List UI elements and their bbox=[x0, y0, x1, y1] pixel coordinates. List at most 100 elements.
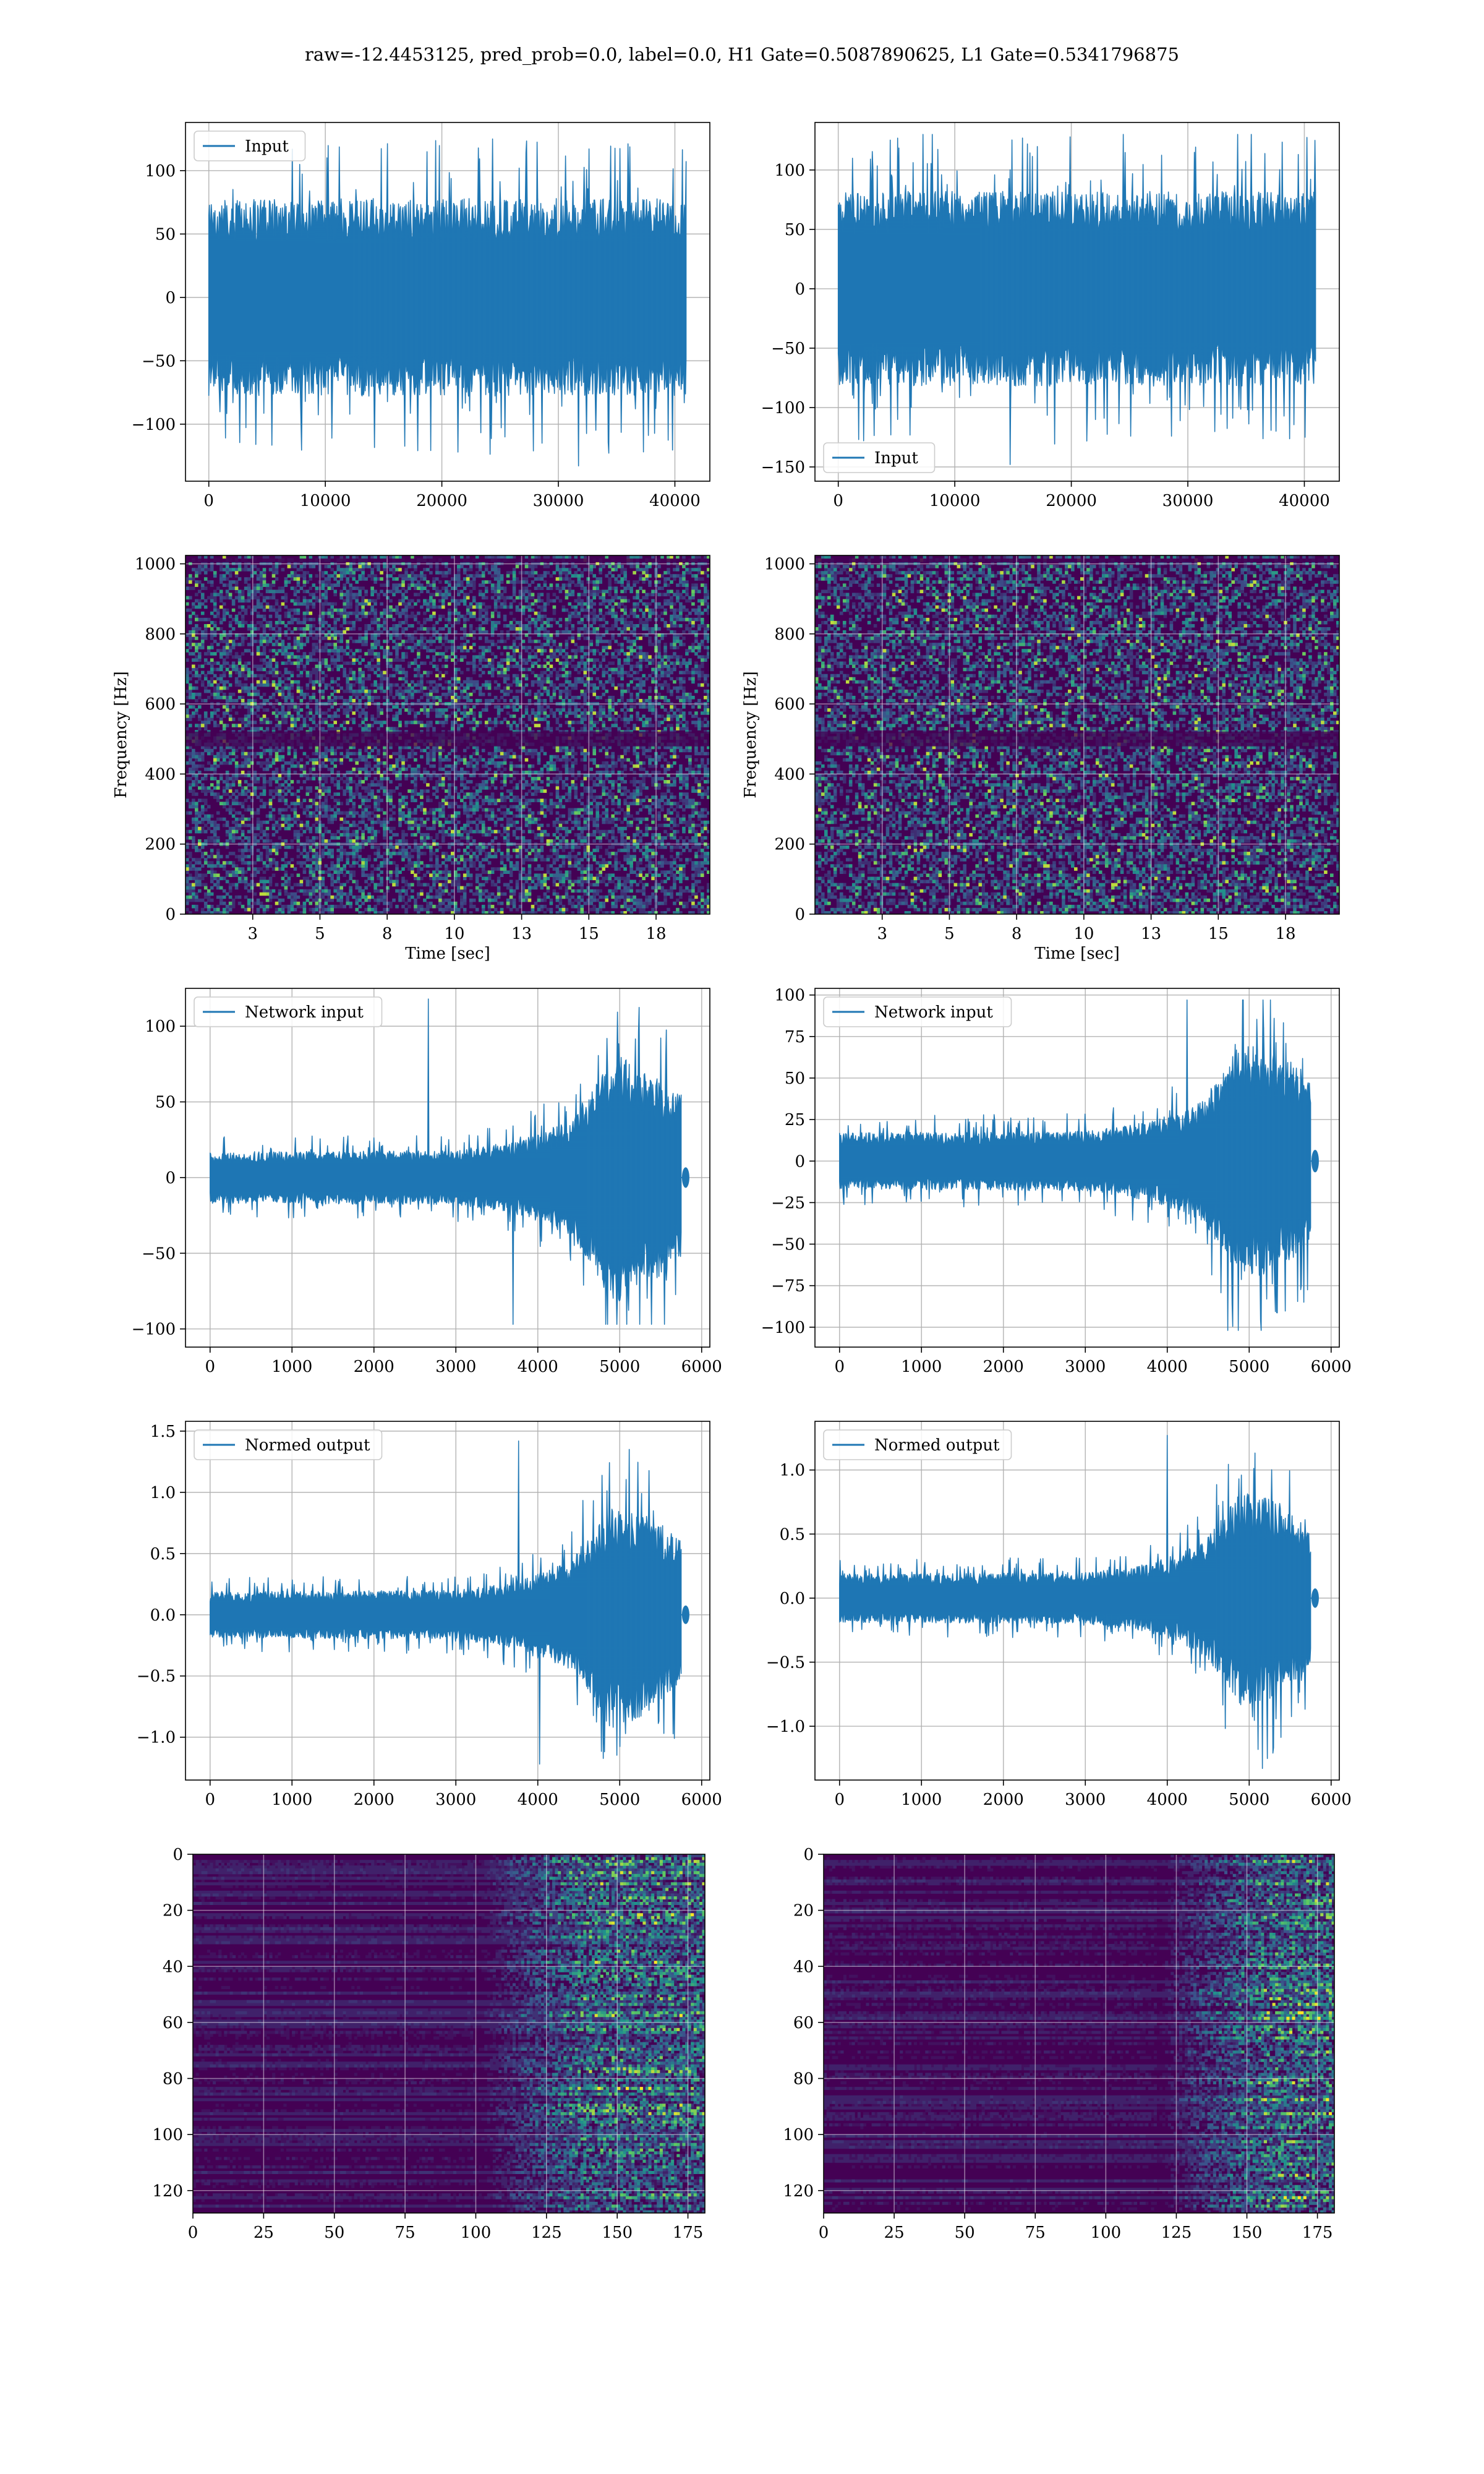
heatmap-cells bbox=[1263, 1860, 1332, 2199]
y-tick-label: 0 bbox=[795, 1152, 805, 1171]
axes-frame bbox=[814, 1421, 1340, 1781]
x-tick-label: 8 bbox=[382, 925, 393, 943]
y-tick-label: 80 bbox=[163, 2070, 183, 2089]
axis-ticks: 0 25 50 75 100 125 150 175 0 20 40 60 80 100 120 bbox=[783, 1846, 1333, 2242]
y-tick-label: 100 bbox=[152, 2126, 183, 2144]
x-tick-label: 1000 bbox=[901, 1791, 942, 1809]
series-line-detail bbox=[838, 134, 1315, 465]
y-tick-label: 100 bbox=[145, 162, 176, 181]
x-tick-label: 75 bbox=[395, 2224, 416, 2242]
legend-entry: Input bbox=[245, 137, 289, 156]
x-tick-label: 5 bbox=[944, 925, 955, 943]
y-tick-label: 0.0 bbox=[150, 1606, 176, 1625]
heatmap-cells bbox=[193, 1854, 705, 2213]
x-tick-label: 6000 bbox=[681, 1791, 722, 1809]
x-tick-label: 4000 bbox=[518, 1791, 558, 1809]
heatmap-cells bbox=[501, 1854, 705, 2213]
y-tick-label: 25 bbox=[785, 1111, 805, 1129]
x-axis-label: Time [sec] bbox=[405, 944, 490, 963]
x-tick-label: 0 bbox=[203, 492, 214, 510]
x-tick-label: 4000 bbox=[1147, 1791, 1188, 1809]
x-tick-label: 1000 bbox=[271, 1358, 312, 1376]
y-tick-label: 0 bbox=[795, 905, 805, 924]
x-tick-label: 50 bbox=[324, 2224, 344, 2242]
y-tick-label: −0.5 bbox=[766, 1653, 805, 1672]
grid-lines bbox=[815, 555, 1339, 914]
y-tick-label: 0 bbox=[795, 280, 805, 299]
heatmap-cells bbox=[490, 1854, 705, 2213]
plot-area bbox=[815, 122, 1339, 481]
x-tick-label: 3 bbox=[877, 925, 887, 943]
x-axis-label: Time [sec] bbox=[1034, 944, 1120, 963]
grid-lines bbox=[186, 555, 710, 914]
x-tick-label: 13 bbox=[1141, 925, 1161, 943]
series-line-detail bbox=[208, 140, 686, 466]
y-tick-label: 1.5 bbox=[150, 1423, 176, 1441]
grid-lines bbox=[193, 1854, 705, 2213]
legend: Network input bbox=[194, 996, 383, 1027]
legend-entry: Network input bbox=[874, 1003, 993, 1022]
plot-area bbox=[824, 1854, 1334, 2213]
plot-area bbox=[186, 122, 710, 481]
y-tick-label: 200 bbox=[145, 836, 176, 854]
x-tick-label: 15 bbox=[1208, 925, 1229, 943]
y-tick-label: −75 bbox=[771, 1277, 805, 1296]
heatmap-cells bbox=[506, 1854, 705, 2213]
heatmap-cells bbox=[1216, 1860, 1334, 2208]
x-tick-label: 50 bbox=[955, 2224, 975, 2242]
x-tick-label: 10000 bbox=[929, 492, 981, 510]
axes-frame bbox=[185, 988, 710, 1348]
heatmap-cells bbox=[1199, 1854, 1334, 2213]
x-tick-label: 0 bbox=[188, 2224, 198, 2242]
axis-ticks: 0 25 50 75 100 125 150 175 0 20 40 60 80 100 120 bbox=[152, 1846, 703, 2242]
heatmap-cells bbox=[824, 1854, 1334, 2213]
heatmap-cells bbox=[549, 1857, 705, 2208]
x-tick-label: 5000 bbox=[599, 1791, 640, 1809]
y-tick-label: 60 bbox=[163, 2014, 183, 2032]
x-tick-label: 10000 bbox=[300, 492, 351, 510]
heatmap-cells bbox=[578, 1860, 705, 2115]
y-tick-label: 20 bbox=[163, 1902, 183, 1920]
x-tick-label: 2000 bbox=[354, 1358, 394, 1376]
x-tick-label: 15 bbox=[579, 925, 599, 943]
axes-frame bbox=[185, 555, 710, 915]
x-tick-label: 0 bbox=[834, 1791, 845, 1809]
axes-frame bbox=[814, 988, 1340, 1348]
series-line-detail bbox=[839, 999, 1310, 1331]
x-tick-label: 175 bbox=[1302, 2224, 1333, 2242]
heatmap-cells bbox=[546, 1857, 705, 2211]
y-tick-label: −50 bbox=[142, 1244, 176, 1263]
legend-box bbox=[823, 1429, 1012, 1460]
plot-area bbox=[186, 555, 710, 914]
axis-ticks: 0 1000 2000 3000 4000 5000 6000 −1.0 −0.5 0.0 0.5 1… bbox=[137, 1423, 722, 1809]
legend-entry: Input bbox=[874, 449, 918, 468]
heatmap-cells bbox=[824, 1854, 1334, 2213]
x-tick-label: 0 bbox=[205, 1791, 215, 1809]
y-tick-label: 800 bbox=[774, 625, 805, 644]
x-tick-label: 4000 bbox=[518, 1358, 558, 1376]
x-tick-label: 10 bbox=[444, 925, 464, 943]
x-tick-label: 30000 bbox=[533, 492, 584, 510]
x-tick-label: 150 bbox=[1232, 2224, 1263, 2242]
y-tick-label: 400 bbox=[145, 765, 176, 784]
series-line-detail bbox=[210, 1449, 681, 1759]
legend-box bbox=[194, 131, 306, 161]
y-tick-label: 0.5 bbox=[150, 1545, 176, 1564]
legend: Normed output bbox=[823, 1429, 1012, 1460]
y-tick-label: 1000 bbox=[135, 555, 176, 574]
x-tick-label: 0 bbox=[205, 1358, 215, 1376]
heatmap-cells bbox=[1190, 1854, 1334, 2213]
y-tick-label: −100 bbox=[761, 1319, 805, 1337]
subplot-l1-feature-map: 0 25 50 75 100 125 150 175 0 20 40 60 80 100 120 bbox=[783, 1846, 1335, 2242]
subplot-h1-spectrogram: 3 5 8 10 13 15 18 0 200 400 600 800 1000 Time [sec] Fr… bbox=[112, 555, 710, 963]
y-tick-label: −25 bbox=[771, 1194, 805, 1212]
x-tick-label: 75 bbox=[1025, 2224, 1046, 2242]
x-tick-label: 150 bbox=[602, 2224, 633, 2242]
y-tick-label: 40 bbox=[163, 1958, 183, 1976]
y-tick-label: 60 bbox=[793, 2014, 814, 2032]
y-tick-label: 100 bbox=[774, 161, 805, 180]
x-tick-label: 18 bbox=[1275, 925, 1295, 943]
x-tick-label: 20000 bbox=[416, 492, 467, 510]
figure-suptitle: raw=-12.4453125, pred_prob=0.0, label=0.… bbox=[305, 44, 1179, 66]
x-tick-label: 4000 bbox=[1147, 1358, 1188, 1376]
